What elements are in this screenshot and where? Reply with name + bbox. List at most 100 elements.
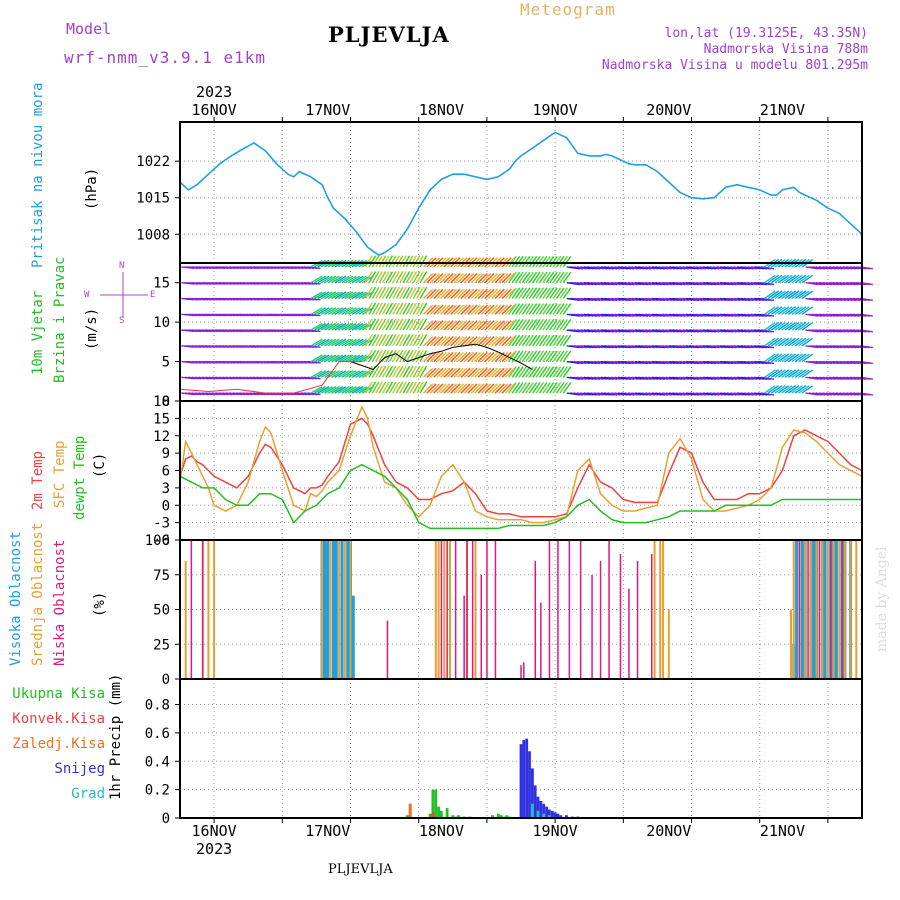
wind-barb	[412, 318, 421, 331]
wind-barb	[416, 349, 424, 362]
wind-barb	[381, 271, 390, 284]
wind-barb	[545, 350, 555, 362]
wind-barb	[392, 255, 400, 268]
cloud-bar	[474, 540, 477, 679]
y-tick-label: 6	[162, 464, 170, 480]
wind-barb	[378, 381, 387, 394]
precip-bar	[539, 801, 543, 818]
wind-barb	[761, 392, 775, 396]
wind-barb	[770, 274, 783, 284]
cloud-bar	[818, 540, 821, 679]
cloud-bar	[628, 588, 630, 679]
wind-barb	[484, 288, 495, 299]
wind-barb	[368, 318, 377, 331]
wind-barb	[494, 304, 505, 315]
cloud-bar	[849, 540, 852, 679]
wind-barb	[562, 287, 572, 299]
wind-barb	[460, 367, 471, 378]
wind-barb	[552, 382, 562, 394]
compass-west: W	[84, 290, 90, 300]
wind-barb	[334, 322, 347, 331]
wind-barb	[402, 286, 411, 299]
wind-barb	[337, 307, 350, 315]
wind-barb	[474, 367, 485, 378]
cloud-bar	[434, 540, 437, 679]
precip-ylabel: 1hr Precip (mm)	[108, 673, 124, 800]
wind-barb	[457, 383, 468, 394]
wind-barb	[549, 334, 558, 347]
wind-barb	[535, 350, 545, 362]
y-tick-label: -6	[153, 533, 170, 549]
wind-barb	[337, 385, 350, 394]
wind-barb	[781, 337, 793, 347]
model-label: Model	[66, 20, 112, 38]
wind-barb	[331, 385, 344, 394]
cloud-bar	[520, 665, 522, 679]
wind-barb	[562, 366, 572, 378]
wind-barb	[511, 271, 521, 284]
wind-barb	[334, 338, 347, 347]
wind-barb	[348, 307, 361, 315]
wind-barb	[801, 274, 814, 284]
wind-barb	[559, 350, 568, 363]
wind-barb	[354, 322, 367, 331]
cloud-bar	[608, 540, 610, 679]
wind-barb	[494, 320, 505, 331]
wind-barb	[798, 385, 810, 394]
wind-barb	[498, 351, 509, 363]
wind-barb	[405, 286, 414, 299]
wind-barb	[477, 288, 488, 299]
wind-barb	[794, 369, 807, 378]
wind-barb	[562, 382, 572, 394]
wind-barb	[784, 322, 797, 331]
wind-barb	[477, 304, 488, 315]
wind-barb	[787, 337, 800, 347]
wind-barb	[764, 337, 776, 347]
cloud-bar	[213, 540, 216, 679]
wind-barb	[542, 318, 551, 331]
precip-bar	[451, 815, 455, 818]
wind-barb	[433, 288, 444, 299]
wind-barb	[508, 303, 517, 315]
wind-barb	[504, 288, 516, 299]
wind-barb	[364, 381, 373, 394]
wind-barb	[409, 349, 418, 362]
wind-barb	[385, 271, 394, 284]
wind-barb	[538, 303, 548, 315]
wind-barb	[494, 336, 505, 347]
wind-barb	[385, 286, 394, 299]
wind-barb	[518, 271, 528, 284]
wind-barb	[354, 354, 367, 363]
wind-barb	[426, 320, 437, 331]
wind-barb	[440, 336, 451, 347]
wind-barb	[767, 369, 779, 378]
wind-barb	[791, 290, 803, 300]
wind-barb	[491, 336, 502, 347]
cloud-unit: (%)	[92, 591, 108, 617]
cloud-bar	[591, 574, 593, 680]
wind-barb	[501, 336, 512, 347]
wind-ylabel-1: 10m Vjetar	[30, 290, 46, 375]
compass-north: N	[119, 261, 125, 271]
wind-barb	[784, 353, 797, 363]
wind-barb	[521, 350, 531, 363]
wind-barb	[395, 271, 404, 284]
y-tick-label: 0	[162, 672, 170, 688]
cloud-bar	[540, 602, 542, 679]
wind-barb	[535, 255, 545, 268]
wind-barb	[777, 290, 790, 300]
wind-barb	[348, 385, 361, 394]
wind-barb	[341, 338, 354, 347]
wind-barb	[368, 381, 377, 394]
wind-barb	[484, 336, 495, 347]
temp-ylabel-sfc: SFC Temp	[52, 440, 68, 508]
wind-barb	[559, 334, 568, 347]
wind-barb	[412, 365, 421, 378]
pressure-line	[179, 131, 863, 257]
y-tick-label: 15	[153, 411, 170, 427]
wind-barb	[344, 354, 357, 363]
wind-barb	[402, 255, 411, 268]
wind-barb	[320, 307, 333, 315]
wind-barb	[515, 255, 524, 268]
wind-barb	[801, 337, 814, 347]
